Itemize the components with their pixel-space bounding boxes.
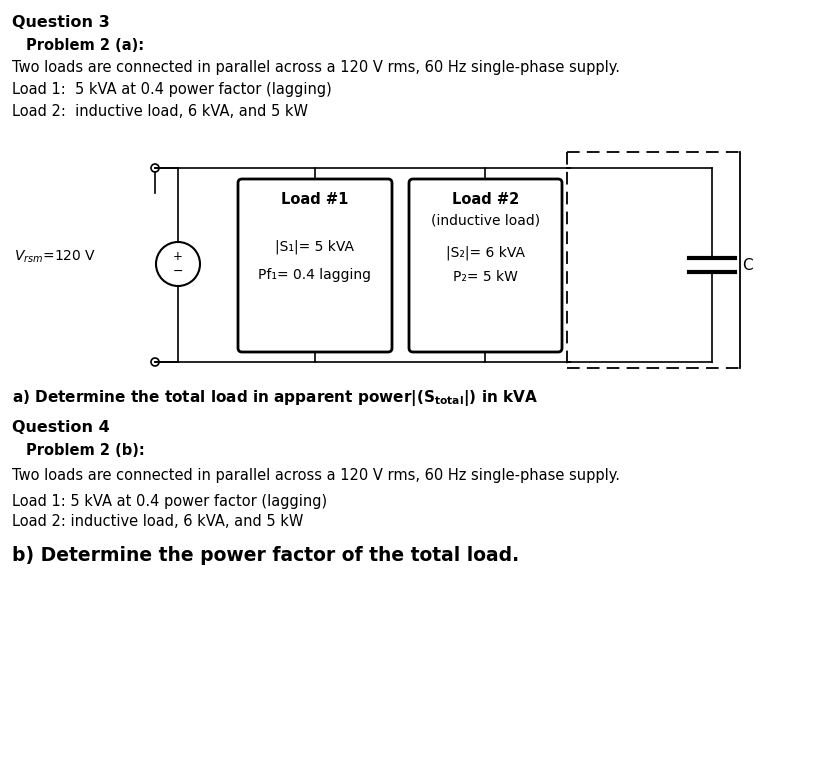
Text: |S₁|= 5 kVA: |S₁|= 5 kVA — [275, 240, 354, 254]
Text: b) Determine the power factor of the total load.: b) Determine the power factor of the tot… — [12, 546, 519, 565]
Text: C: C — [741, 257, 752, 273]
Text: Load 2: inductive load, 6 kVA, and 5 kW: Load 2: inductive load, 6 kVA, and 5 kW — [12, 514, 303, 529]
Text: Pf₁= 0.4 lagging: Pf₁= 0.4 lagging — [258, 268, 371, 282]
FancyBboxPatch shape — [409, 179, 562, 352]
Text: +: + — [173, 250, 183, 263]
Text: |S₂|= 6 kVA: |S₂|= 6 kVA — [446, 245, 524, 260]
Text: a) Determine the total load in apparent power|(S$_{\mathbf{total}}$|) in kVA: a) Determine the total load in apparent … — [12, 388, 538, 408]
Text: Load 1: 5 kVA at 0.4 power factor (lagging): Load 1: 5 kVA at 0.4 power factor (laggi… — [12, 494, 327, 509]
Text: Load 1:  5 kVA at 0.4 power factor (lagging): Load 1: 5 kVA at 0.4 power factor (laggi… — [12, 82, 332, 97]
Text: Load #2: Load #2 — [452, 192, 519, 207]
Text: Question 3: Question 3 — [12, 15, 110, 30]
Text: P₂= 5 kW: P₂= 5 kW — [452, 270, 518, 284]
Text: Two loads are connected in parallel across a 120 V rms, 60 Hz single-phase suppl: Two loads are connected in parallel acro… — [12, 468, 619, 483]
FancyBboxPatch shape — [237, 179, 391, 352]
Text: $V_{rsm}$=120 V: $V_{rsm}$=120 V — [14, 249, 96, 265]
Text: Problem 2 (b):: Problem 2 (b): — [26, 443, 145, 458]
Text: Load 2:  inductive load, 6 kVA, and 5 kW: Load 2: inductive load, 6 kVA, and 5 kW — [12, 104, 308, 119]
Text: Question 4: Question 4 — [12, 420, 110, 435]
Text: (inductive load): (inductive load) — [430, 213, 539, 227]
Text: Problem 2 (a):: Problem 2 (a): — [26, 38, 144, 53]
Text: −: − — [173, 264, 183, 277]
Text: Two loads are connected in parallel across a 120 V rms, 60 Hz single-phase suppl: Two loads are connected in parallel acro… — [12, 60, 619, 75]
Text: Load #1: Load #1 — [281, 192, 348, 207]
